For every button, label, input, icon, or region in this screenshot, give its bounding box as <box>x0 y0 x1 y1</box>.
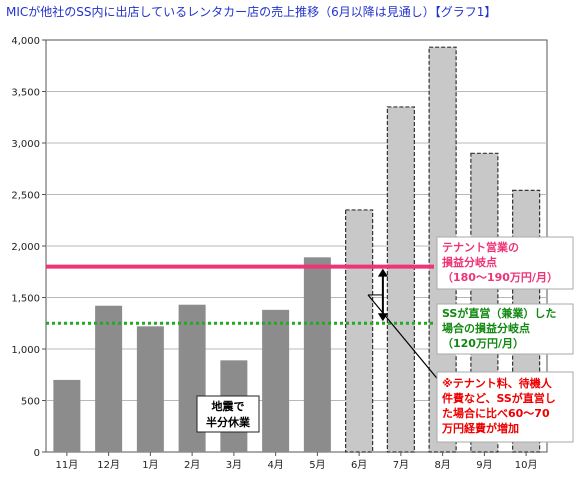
pointer-line <box>367 294 446 389</box>
x-tick-label: 11月 <box>56 459 79 471</box>
ss-note: SSが直営（兼業）した <box>442 306 556 320</box>
chart-title: MICが他社のSS内に出店しているレンタカー店の売上推移（6月以降は見通し）【グ… <box>6 5 497 19</box>
tenant-note: テナント営業の <box>442 240 519 254</box>
x-tick-label: 2月 <box>184 459 200 471</box>
cost-note-box <box>436 371 574 443</box>
x-tick-label: 5月 <box>309 459 325 471</box>
earthquake-note-box <box>196 395 260 433</box>
x-tick-label: 10月 <box>515 459 538 471</box>
ss-note: （120万円/月） <box>442 337 524 350</box>
x-tick-label: 9月 <box>476 459 492 471</box>
x-tick-label: 3月 <box>226 459 242 471</box>
bar <box>386 106 415 453</box>
earthquake-note: 半分休業 <box>206 415 251 429</box>
tenant-note-box <box>436 236 574 290</box>
bar <box>303 257 331 452</box>
ss-note: 場合の損益分岐点 <box>442 321 530 335</box>
x-tick-label: 4月 <box>267 459 283 471</box>
earthquake-note: 地震で <box>212 399 245 413</box>
bar <box>262 309 290 452</box>
cost-note: た場合に比べ60～70 <box>442 406 550 420</box>
x-tick-label: 7月 <box>393 459 409 471</box>
y-tick-label: 3,500 <box>11 88 40 99</box>
bar <box>345 209 374 453</box>
y-tick-label: 4,000 <box>11 36 40 47</box>
y-tick-label: 2,000 <box>11 242 40 253</box>
cost-note: 万円経費が増加 <box>441 421 519 435</box>
ss-note-box <box>436 303 574 355</box>
y-tick-label: 1,500 <box>11 294 40 305</box>
x-tick-label: 6月 <box>351 459 367 471</box>
arrowhead-up <box>377 268 388 277</box>
x-tick-label: 1月 <box>142 459 158 471</box>
y-tick-label: 500 <box>21 397 40 408</box>
x-tick-label: 8月 <box>434 459 450 471</box>
bar <box>53 379 81 452</box>
bar <box>136 326 164 452</box>
cost-note: 件費など、SSが直営し <box>442 391 556 405</box>
tenant-note: 損益分岐点 <box>442 255 497 269</box>
tenant-note: （180～190万円/月） <box>442 271 558 284</box>
cost-note: ※テナント料、待機人 <box>442 376 553 390</box>
y-tick-label: 2,500 <box>11 191 40 202</box>
bar <box>95 305 123 452</box>
y-tick-label: 3,000 <box>11 139 40 150</box>
y-tick-label: 0 <box>34 448 40 459</box>
x-tick-label: 12月 <box>97 459 120 471</box>
y-tick-label: 1,000 <box>11 345 40 356</box>
